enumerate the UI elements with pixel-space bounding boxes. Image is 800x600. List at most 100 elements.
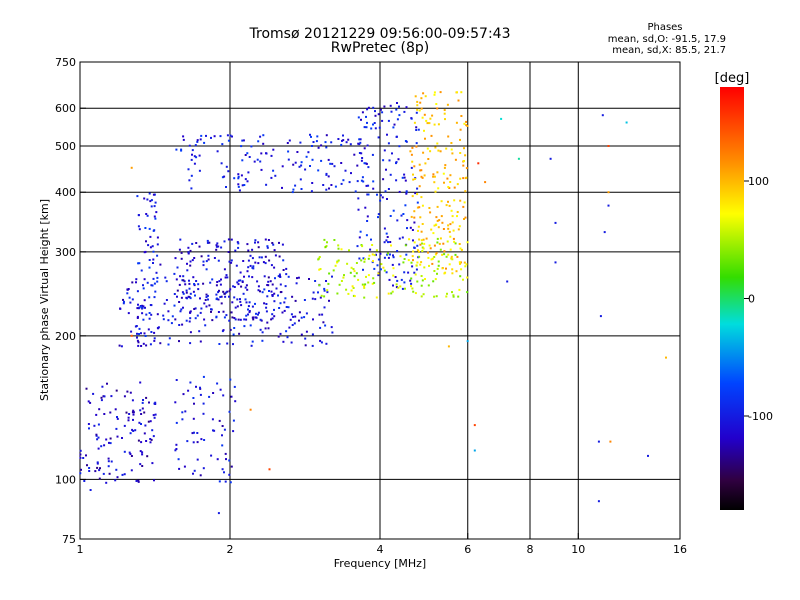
- x-tick-label: 1: [77, 543, 84, 556]
- data-point: [88, 467, 91, 469]
- data-point: [146, 455, 149, 458]
- data-point: [367, 257, 370, 260]
- data-point: [438, 219, 441, 222]
- data-point: [207, 258, 210, 261]
- phase-stats-o: mean, sd,O: -91.5, 17.9: [607, 34, 726, 45]
- data-point: [287, 150, 290, 153]
- data-point: [153, 296, 156, 299]
- data-point: [367, 193, 370, 196]
- data-point: [422, 238, 425, 241]
- data-point: [341, 139, 343, 142]
- data-point: [379, 268, 382, 271]
- data-point: [431, 262, 434, 265]
- data-point: [232, 343, 234, 346]
- data-point: [153, 331, 156, 334]
- data-point: [324, 324, 327, 327]
- data-point: [190, 158, 193, 161]
- data-point: [149, 343, 152, 346]
- data-point: [374, 114, 377, 117]
- data-point: [267, 327, 270, 330]
- data-point: [416, 104, 419, 107]
- data-point: [231, 316, 234, 319]
- data-point: [381, 196, 384, 199]
- data-point: [136, 307, 139, 310]
- data-point: [447, 186, 450, 188]
- data-point: [234, 400, 237, 403]
- data-point: [445, 255, 448, 258]
- data-point: [413, 246, 416, 249]
- data-point: [103, 413, 106, 415]
- data-point: [358, 257, 361, 260]
- data-point: [199, 297, 201, 300]
- data-point: [267, 239, 270, 241]
- data-point: [178, 340, 180, 343]
- data-point: [175, 148, 178, 151]
- data-point: [460, 115, 463, 117]
- data-point: [299, 141, 302, 144]
- data-point: [336, 292, 339, 295]
- data-point: [273, 308, 275, 311]
- data-point: [123, 473, 126, 476]
- data-point: [217, 291, 220, 294]
- data-point: [273, 266, 276, 269]
- x-tick-label: 8: [527, 543, 534, 556]
- data-point: [458, 243, 461, 245]
- data-point: [205, 296, 208, 299]
- data-point: [188, 287, 191, 290]
- data-point: [396, 118, 399, 121]
- data-point: [80, 468, 82, 471]
- data-point: [289, 318, 292, 321]
- data-point: [380, 263, 383, 266]
- data-point: [254, 239, 257, 242]
- data-point: [355, 272, 358, 275]
- data-point: [267, 276, 270, 279]
- data-point: [153, 339, 156, 342]
- data-point: [251, 257, 254, 260]
- data-point: [420, 97, 423, 100]
- data-point: [279, 291, 282, 294]
- data-point: [193, 284, 196, 287]
- data-point: [405, 140, 408, 143]
- data-point: [152, 193, 155, 196]
- data-point: [439, 150, 442, 153]
- data-point: [385, 168, 387, 171]
- data-point: [464, 265, 467, 268]
- data-point: [253, 160, 256, 163]
- chart-title: Tromsø 20121229 09:56:00-09:57:43: [249, 26, 511, 42]
- data-point: [140, 305, 142, 308]
- data-point: [278, 273, 281, 276]
- data-point: [398, 114, 401, 117]
- data-point: [435, 252, 438, 255]
- data-point: [395, 135, 398, 138]
- data-point: [192, 472, 194, 475]
- data-point: [216, 150, 219, 153]
- data-point: [372, 180, 375, 183]
- data-point: [249, 254, 252, 257]
- data-point: [165, 299, 168, 301]
- data-point: [357, 197, 360, 200]
- data-point: [295, 282, 298, 285]
- data-point: [167, 319, 170, 322]
- data-point: [145, 396, 148, 399]
- data-point: [299, 178, 302, 181]
- data-point: [138, 228, 141, 231]
- data-point: [371, 153, 374, 156]
- data-point: [192, 290, 195, 293]
- data-point: [450, 209, 453, 212]
- data-point: [103, 444, 106, 447]
- data-point: [211, 418, 214, 421]
- data-point: [395, 108, 398, 111]
- data-point: [363, 285, 366, 287]
- data-point: [334, 264, 337, 267]
- data-point: [144, 250, 147, 253]
- data-point: [423, 266, 426, 269]
- data-point: [268, 468, 271, 471]
- data-point: [405, 106, 408, 109]
- data-point: [442, 172, 445, 175]
- data-point: [413, 178, 416, 180]
- data-point: [607, 204, 610, 207]
- data-point: [244, 286, 247, 289]
- data-point: [107, 465, 110, 468]
- data-point: [128, 296, 131, 299]
- data-point: [202, 467, 205, 470]
